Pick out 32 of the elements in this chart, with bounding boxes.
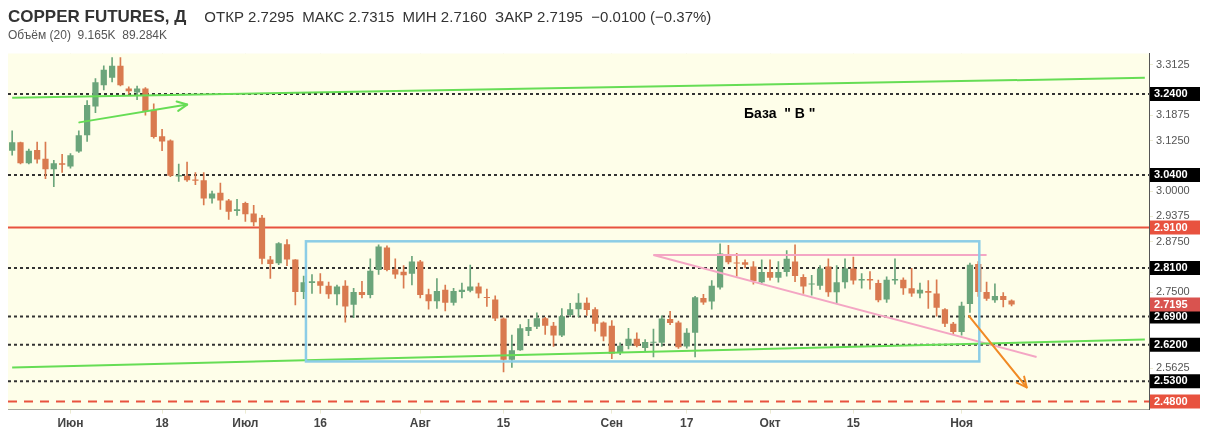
x-tick-label: 15 xyxy=(846,416,861,431)
ref-line-label: 3.2400 xyxy=(1154,87,1188,100)
x-tick-label: 18 xyxy=(155,416,170,431)
chart-subtitle: ОТКР 2.7295 МАКС 2.7315 МИН 2.7160 ЗАКР 2.7195 −0.0100 (−0.37%) xyxy=(204,8,712,25)
ref-line-label: 2.5300 xyxy=(1154,374,1188,387)
ref-line-label: 2.6200 xyxy=(1154,337,1188,350)
text: 2.7195 xyxy=(1154,297,1188,310)
y-tick-label: 3.1250 xyxy=(1156,133,1190,146)
x-tick-label: 15 xyxy=(496,416,511,431)
y-tick-label: 3.1875 xyxy=(1156,108,1190,121)
y-tick-label: 2.7500 xyxy=(1156,285,1190,298)
x-tick-label: 16 xyxy=(313,416,328,431)
x-tick-label: Сен xyxy=(600,416,624,431)
ref-line-label: 2.8100 xyxy=(1154,261,1188,274)
annotation: База " В " xyxy=(743,104,816,121)
y-tick-label: 3.0000 xyxy=(1156,184,1190,197)
x-tick-label: 17 xyxy=(680,416,694,431)
y-tick-label: 2.9375 xyxy=(1156,209,1190,222)
x-tick-label: Июн xyxy=(57,416,84,431)
ref-line-label: 3.0400 xyxy=(1154,167,1188,180)
y-tick-label: 2.8750 xyxy=(1156,234,1190,247)
x-tick-label: Окт xyxy=(759,416,781,431)
x-tick-label: Авг xyxy=(409,416,431,431)
x-tick-label: Ноя xyxy=(950,416,974,431)
y-tick-label: 3.3125 xyxy=(1156,57,1190,70)
ref-line-label: 2.4800 xyxy=(1154,394,1188,407)
ref-line-label: 2.9100 xyxy=(1154,220,1188,233)
chart-title: COPPER FUTURES, Д xyxy=(8,7,187,26)
x-tick-label: Июл xyxy=(232,416,259,431)
y-tick-label: 2.5625 xyxy=(1156,361,1190,374)
text: Объём (20) 9.165K 89.284K xyxy=(8,27,168,44)
ref-line-label: 2.6900 xyxy=(1154,309,1188,322)
